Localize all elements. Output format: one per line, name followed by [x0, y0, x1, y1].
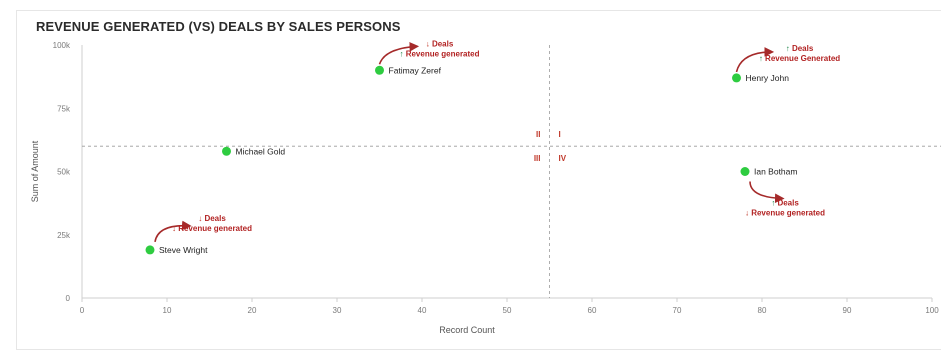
- x-tick-label: 20: [248, 306, 257, 315]
- annotation-label: Deals: [792, 44, 814, 53]
- x-tick-label: 10: [163, 306, 172, 315]
- arrow-down-icon: ↓: [172, 224, 178, 233]
- data-point: [145, 245, 155, 255]
- arrow-down-icon: ↓: [745, 209, 751, 218]
- y-tick-label: 0: [66, 294, 71, 303]
- x-tick-label: 80: [758, 306, 767, 315]
- annotation-text: ↑ Revenue generated: [399, 49, 479, 58]
- annotation-text: ↑ Revenue Generated: [759, 54, 840, 63]
- arrow-down-icon: ↓: [198, 214, 204, 223]
- annotation-label: Revenue generated: [178, 224, 252, 233]
- y-tick-label: 75k: [57, 104, 71, 113]
- arrow-down-icon: ↓: [426, 39, 432, 48]
- annotation-arrow: [735, 47, 775, 73]
- y-tick-label: 25k: [57, 231, 71, 240]
- chart-title: REVENUE GENERATED (VS) DEALS BY SALES PE…: [36, 19, 401, 34]
- data-point: [222, 146, 231, 156]
- data-point-label: Fatimay Zeref: [389, 65, 442, 75]
- x-tick-label: 70: [673, 306, 682, 315]
- y-tick-label: 100k: [53, 41, 71, 50]
- data-point-label: Michael Gold: [236, 146, 286, 156]
- y-tick-label: 50k: [57, 168, 71, 177]
- y-axis-title: Sum of Amount: [30, 140, 40, 202]
- annotation-label: Deals: [432, 39, 454, 48]
- x-tick-label: 50: [503, 306, 512, 315]
- data-point-label: Henry John: [746, 73, 790, 83]
- x-tick-label: 90: [843, 306, 852, 315]
- quadrant-label: IV: [559, 154, 567, 163]
- annotation-arrow: [378, 41, 420, 65]
- x-tick-label: 40: [418, 306, 427, 315]
- data-point: [375, 65, 384, 75]
- data-point: [732, 73, 741, 83]
- arrow-up-icon: ↑: [399, 49, 405, 58]
- annotation-text: ↓ Revenue generated: [172, 224, 252, 233]
- data-point-label: Ian Botham: [754, 167, 797, 177]
- annotation-arrow: [154, 220, 192, 243]
- annotation-arrow: [749, 181, 785, 204]
- annotation-text: ↑ Deals: [786, 44, 814, 53]
- quadrant-label: I: [559, 130, 561, 139]
- annotation-label: Revenue Generated: [765, 54, 840, 63]
- quadrant-label: II: [536, 130, 540, 139]
- x-axis-title: Record Count: [439, 325, 495, 335]
- x-tick-label: 60: [588, 306, 597, 315]
- x-tick-label: 0: [80, 306, 85, 315]
- arrow-up-icon: ↑: [771, 199, 777, 208]
- annotation-label: Deals: [777, 199, 799, 208]
- arrow-up-icon: ↑: [786, 44, 792, 53]
- annotation-label: Revenue generated: [751, 209, 825, 218]
- quadrant-label: III: [534, 154, 541, 163]
- arrow-up-icon: ↑: [759, 54, 765, 63]
- data-point: [740, 167, 750, 176]
- data-point-label: Steve Wright: [159, 245, 208, 255]
- chart-card: [16, 10, 941, 350]
- annotation-text: ↑ Deals: [771, 199, 799, 208]
- annotation-label: Revenue generated: [406, 49, 480, 58]
- annotation-text: ↓ Deals: [426, 39, 454, 48]
- x-tick-label: 30: [333, 306, 342, 315]
- x-tick-label: 100: [925, 306, 939, 315]
- annotation-text: ↓ Revenue generated: [745, 209, 825, 218]
- annotation-text: ↓ Deals: [198, 214, 226, 223]
- annotation-label: Deals: [204, 214, 226, 223]
